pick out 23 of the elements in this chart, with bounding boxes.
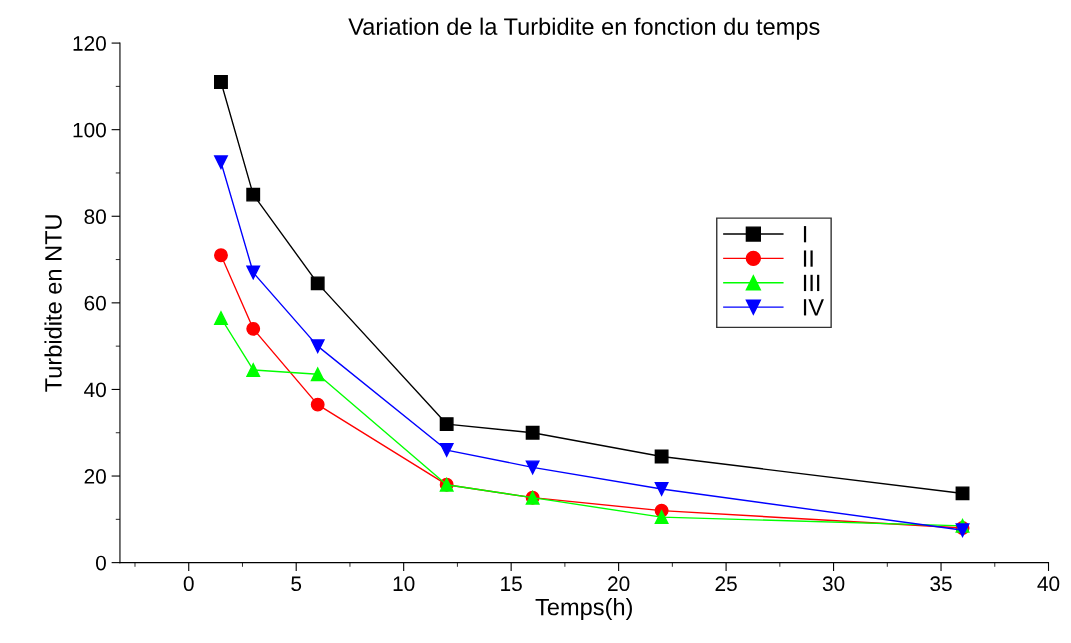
x-axis-title: Temps(h)	[535, 598, 632, 621]
chart-title: Variation de la Turbidite en fonction du temps	[348, 17, 820, 40]
x-tick-label: 15	[501, 576, 522, 592]
y-tick-label: 120	[73, 36, 106, 51]
y-tick-label: 60	[84, 295, 106, 311]
x-tick-label: 20	[608, 576, 630, 592]
legend-label: II	[803, 250, 813, 267]
y-tick-label: 100	[73, 122, 106, 138]
x-tick-label: 35	[930, 576, 952, 592]
x-tick-label: 40	[1037, 576, 1060, 592]
x-tick-label: 5	[291, 576, 302, 592]
x-tick-label: 10	[393, 576, 415, 592]
legend-label: I	[803, 226, 807, 243]
legend-label: III	[803, 274, 820, 292]
x-tick-label: 25	[715, 576, 737, 592]
x-tick-label: 0	[183, 576, 194, 592]
x-tick-label: 30	[822, 576, 845, 592]
y-tick-label: 20	[84, 469, 106, 484]
y-tick-label: 80	[84, 209, 106, 225]
y-tick-label: 40	[84, 382, 106, 398]
y-axis-title: Turbidite en NTU	[44, 215, 62, 392]
legend-label: IV	[803, 299, 824, 316]
y-tick-label: 0	[95, 555, 106, 571]
